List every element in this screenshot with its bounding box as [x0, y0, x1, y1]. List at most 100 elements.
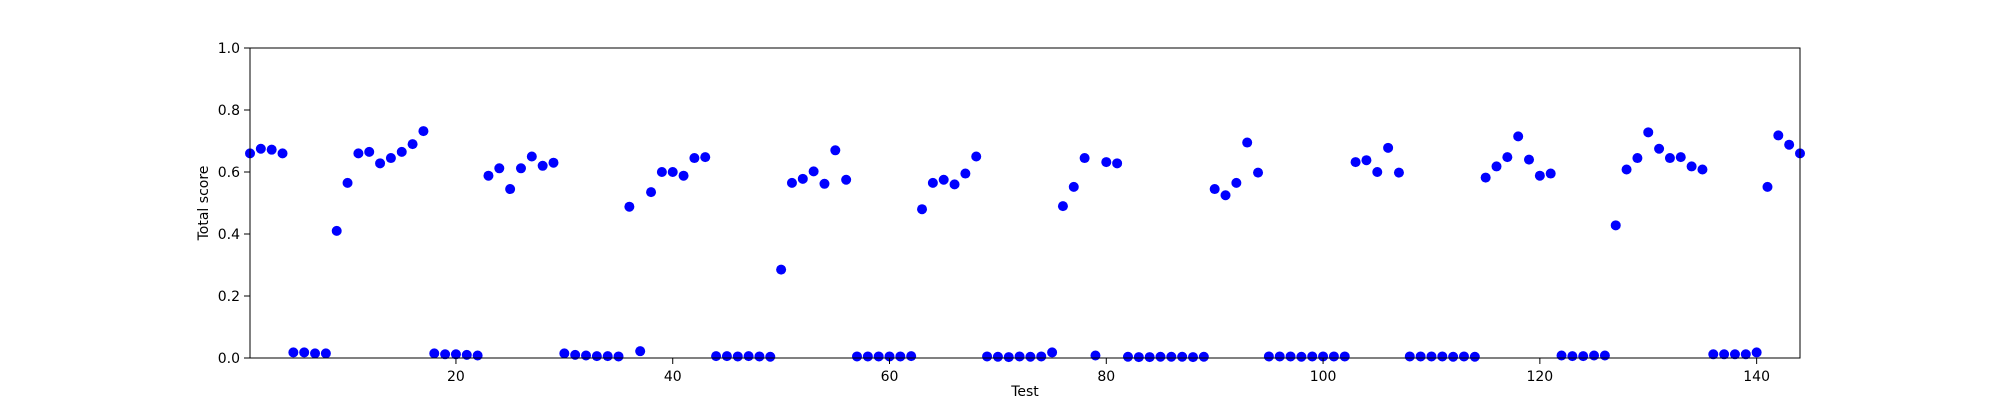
data-point: [819, 178, 830, 189]
data-point: [1632, 153, 1643, 164]
data-points: [245, 126, 1805, 363]
data-point: [1285, 351, 1296, 362]
data-point: [396, 146, 407, 157]
data-point: [570, 349, 581, 360]
data-point: [1014, 351, 1025, 362]
data-point: [960, 168, 971, 179]
data-point: [1426, 351, 1437, 362]
data-point: [1534, 170, 1545, 181]
data-point: [1101, 157, 1112, 168]
data-point: [786, 177, 797, 188]
data-point: [895, 351, 906, 362]
data-point: [450, 349, 461, 360]
data-point: [1784, 139, 1795, 150]
data-point: [1112, 158, 1123, 169]
data-point: [1458, 351, 1469, 362]
data-point: [483, 170, 494, 181]
data-point: [982, 351, 993, 362]
data-point: [1589, 350, 1600, 361]
data-point: [754, 351, 765, 362]
data-point: [700, 152, 711, 163]
data-point: [1057, 201, 1068, 212]
data-point: [1740, 349, 1751, 360]
data-point: [1177, 351, 1188, 362]
x-tick-label: 120: [1526, 369, 1553, 385]
data-point: [1675, 152, 1686, 163]
data-point: [255, 143, 266, 154]
y-axis-ticks: 0.0 0.2 0.4 0.6 0.8 1.0: [218, 41, 250, 367]
data-point: [1209, 184, 1220, 195]
data-point: [1383, 142, 1394, 153]
data-point: [1480, 172, 1491, 183]
data-point: [1253, 167, 1264, 178]
y-axis-label: Total score: [196, 166, 212, 242]
data-point: [721, 351, 732, 362]
data-point: [1144, 352, 1155, 363]
data-point: [884, 351, 895, 362]
data-point: [1263, 351, 1274, 362]
data-point: [1751, 347, 1762, 358]
data-point: [1448, 351, 1459, 362]
data-point: [1773, 130, 1784, 141]
x-axis-ticks: 20 40 60 80 100 120 140: [447, 358, 1770, 385]
data-point: [1307, 351, 1318, 362]
data-point: [494, 163, 505, 174]
data-point: [1198, 351, 1209, 362]
data-point: [1567, 351, 1578, 362]
data-point: [1242, 137, 1253, 148]
data-point: [461, 349, 472, 360]
data-point: [1599, 350, 1610, 361]
data-point: [602, 351, 613, 362]
data-point: [1166, 351, 1177, 362]
data-point: [1133, 352, 1144, 363]
data-point: [1697, 164, 1708, 175]
data-point: [591, 351, 602, 362]
data-point: [851, 351, 862, 362]
x-tick-label: 140: [1743, 369, 1770, 385]
data-point: [927, 177, 938, 188]
data-point: [407, 139, 418, 150]
x-tick-label: 40: [664, 369, 682, 385]
data-point: [1437, 351, 1448, 362]
data-point: [320, 348, 331, 359]
data-point: [277, 148, 288, 159]
x-tick-label: 60: [881, 369, 899, 385]
data-point: [266, 144, 277, 155]
data-point: [1643, 127, 1654, 138]
data-point: [1513, 131, 1524, 142]
data-point: [288, 347, 299, 358]
data-point: [906, 351, 917, 362]
data-point: [862, 351, 873, 362]
data-point: [1491, 161, 1502, 172]
y-tick-label: 1.0: [218, 41, 240, 57]
data-point: [1296, 351, 1307, 362]
data-point: [1502, 152, 1513, 163]
data-point: [1188, 352, 1199, 363]
data-point: [711, 351, 722, 362]
data-point: [1708, 349, 1719, 360]
data-point: [1404, 351, 1415, 362]
data-point: [656, 167, 667, 177]
data-point: [797, 173, 808, 184]
data-point: [1079, 153, 1090, 164]
data-point: [1393, 167, 1404, 178]
data-point: [808, 166, 819, 177]
data-point: [440, 349, 451, 360]
data-point: [1339, 351, 1350, 362]
data-point: [364, 146, 375, 157]
data-point: [1415, 351, 1426, 362]
data-point: [1524, 154, 1535, 165]
data-point: [537, 160, 548, 171]
x-axis-label: Test: [1010, 384, 1039, 400]
y-tick-label: 0.4: [218, 227, 240, 243]
data-point: [375, 158, 386, 169]
data-point: [1318, 351, 1329, 362]
data-point: [548, 157, 559, 168]
data-point: [1155, 351, 1166, 362]
data-point: [873, 351, 884, 362]
data-point: [299, 347, 310, 358]
data-point: [418, 126, 429, 137]
data-point: [646, 187, 657, 198]
data-point: [429, 348, 440, 359]
plot-frame: [249, 47, 1801, 359]
